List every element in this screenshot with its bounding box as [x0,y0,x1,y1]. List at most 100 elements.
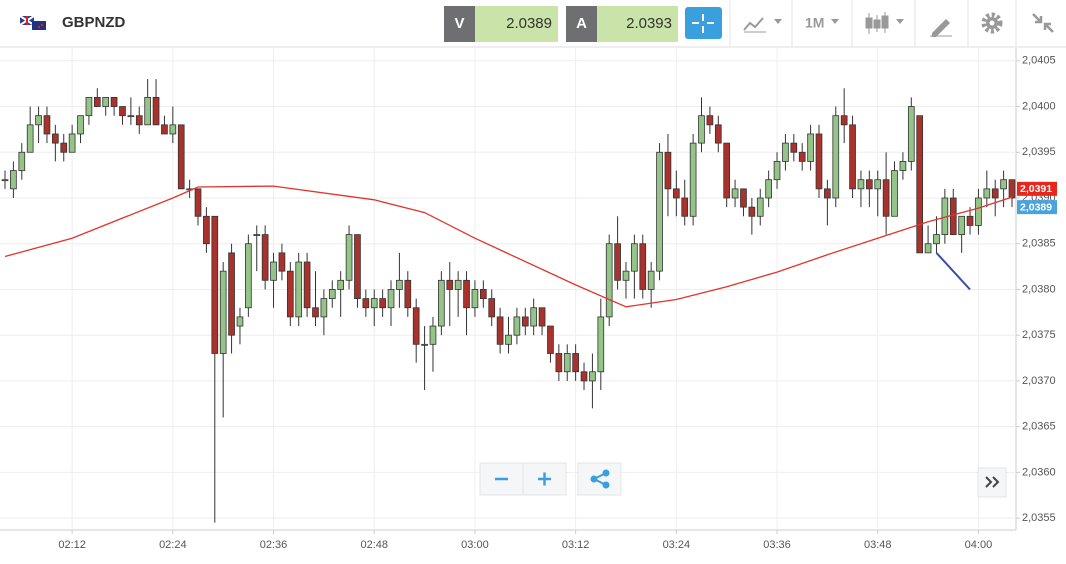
candle [93,88,101,107]
candle [874,170,882,217]
candle-body [135,115,143,126]
candle [253,225,261,272]
candle [370,289,378,327]
candle-body [698,115,705,144]
grid [0,48,1016,530]
candle-body [723,142,731,199]
candle [731,179,739,208]
timeframe-button[interactable]: 1M [805,15,839,31]
sell-button[interactable]: V 2.0389 [444,6,558,42]
candle-body [68,133,76,153]
candle [219,262,227,418]
sell-price: 2.0389 [506,15,552,32]
candle-body [731,188,739,199]
candle [43,106,51,144]
candle [68,124,76,153]
candle-body [505,334,512,345]
candle [882,152,890,235]
candle [278,243,286,281]
candle-body [1000,179,1007,190]
candle [379,289,386,317]
candle [899,152,907,180]
candle [236,307,244,345]
candle [664,133,672,217]
candle [135,106,143,134]
candle-body [312,307,319,318]
candle-body [211,215,219,354]
candle-body [253,234,261,236]
candle-body [798,151,806,162]
settings-button[interactable] [981,12,1003,34]
share-button[interactable] [577,462,622,496]
candle [681,179,689,226]
candle [589,353,596,409]
candle-body [664,151,672,190]
candle-body [824,188,831,199]
candle-body [899,161,907,171]
candle [555,344,563,381]
x-tick-label: 02:12 [58,539,86,551]
candle-body [85,96,93,117]
candle-body [152,96,160,126]
candle [647,262,655,308]
chart-type-button[interactable] [743,17,782,33]
candle-body [555,353,563,373]
candle [479,280,487,308]
candle [563,344,571,381]
candle-body [521,316,529,327]
candle-body [328,289,336,300]
candle [530,298,538,336]
toolbar: GBPNZD V 2.0389 A 2.0393 1M [0,0,1066,48]
crosshair-button[interactable] [685,7,722,39]
timeframe: 1M [805,15,824,31]
candle-body [421,343,428,346]
candle [245,234,252,317]
candle [60,133,68,162]
candle [832,106,840,208]
candle-body [958,215,965,235]
price-badge [1017,181,1057,196]
candle [1000,170,1007,208]
x-tick-label: 03:48 [864,539,892,551]
candle [203,207,210,253]
scroll-right-button[interactable] [977,467,1007,498]
candle-body [295,261,303,318]
candle-body [672,188,680,199]
candle-body [874,179,882,190]
y-tick-label: 2,0365 [1022,421,1056,433]
candle-body [605,243,613,318]
candle [312,271,319,327]
candle-body [530,307,538,327]
candle [572,344,579,381]
candle-body [933,234,940,245]
x-tick-label: 03:36 [763,539,791,551]
zoom-in-button[interactable] [522,462,567,496]
candle [471,280,479,317]
y-tick-label: 2,0395 [1022,146,1056,158]
trendline [935,252,971,291]
draw-button[interactable] [930,19,952,37]
candle-type-button[interactable] [865,12,904,34]
candle [547,325,554,363]
candle [958,215,965,253]
y-tick-label: 2,0360 [1022,466,1056,478]
buy-button[interactable]: A 2.0393 [566,6,678,42]
candle [303,252,311,317]
collapse-button[interactable] [1032,13,1054,33]
flag-icon [19,15,46,30]
x-tick-label: 03:12 [562,539,590,551]
candle [933,216,940,253]
candle [824,179,831,226]
candle-body [849,124,856,190]
y-tick-label: 2,0385 [1022,238,1056,250]
buy-price: 2.0393 [626,15,672,32]
candle [286,262,294,327]
candle-body [412,307,420,345]
candle [10,161,17,198]
zoom-out-button[interactable] [479,462,524,496]
candle [77,115,84,144]
candle-body [144,96,151,126]
candle [161,115,168,135]
candle [740,188,747,217]
candle [773,152,781,189]
